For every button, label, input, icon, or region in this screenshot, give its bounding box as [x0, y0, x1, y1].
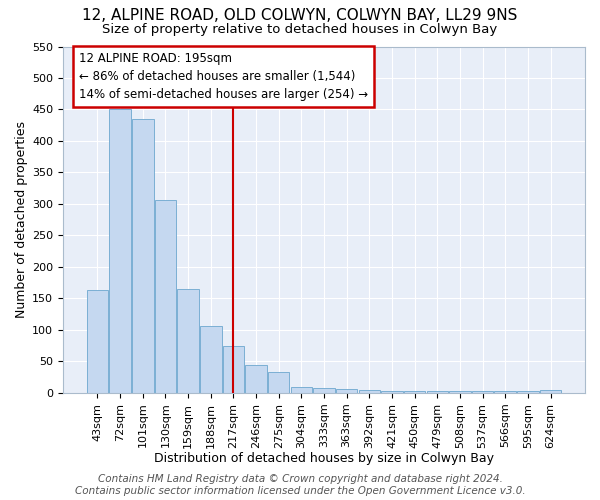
Text: Size of property relative to detached houses in Colwyn Bay: Size of property relative to detached ho…	[103, 22, 497, 36]
Bar	[427, 391, 448, 393]
Bar	[313, 388, 335, 393]
Text: 12, ALPINE ROAD, OLD COLWYN, COLWYN BAY, LL29 9NS: 12, ALPINE ROAD, OLD COLWYN, COLWYN BAY,…	[82, 8, 518, 22]
Text: Contains HM Land Registry data © Crown copyright and database right 2024.
Contai: Contains HM Land Registry data © Crown c…	[74, 474, 526, 496]
Bar	[404, 391, 425, 393]
Bar	[290, 386, 312, 393]
Bar	[223, 346, 244, 393]
Bar	[132, 119, 154, 393]
Bar	[109, 110, 131, 393]
Bar	[178, 289, 199, 393]
Bar	[268, 372, 289, 393]
Bar	[245, 366, 267, 393]
Bar	[449, 391, 470, 393]
Bar	[494, 391, 516, 393]
Bar	[336, 388, 358, 393]
Text: 12 ALPINE ROAD: 195sqm
← 86% of detached houses are smaller (1,544)
14% of semi-: 12 ALPINE ROAD: 195sqm ← 86% of detached…	[79, 52, 368, 100]
Bar	[472, 391, 493, 393]
Bar	[517, 391, 539, 393]
X-axis label: Distribution of detached houses by size in Colwyn Bay: Distribution of detached houses by size …	[154, 452, 494, 465]
Bar	[155, 200, 176, 393]
Bar	[381, 391, 403, 393]
Bar	[87, 290, 108, 393]
Bar	[200, 326, 221, 393]
Y-axis label: Number of detached properties: Number of detached properties	[15, 121, 28, 318]
Bar	[359, 390, 380, 393]
Bar	[540, 390, 561, 393]
